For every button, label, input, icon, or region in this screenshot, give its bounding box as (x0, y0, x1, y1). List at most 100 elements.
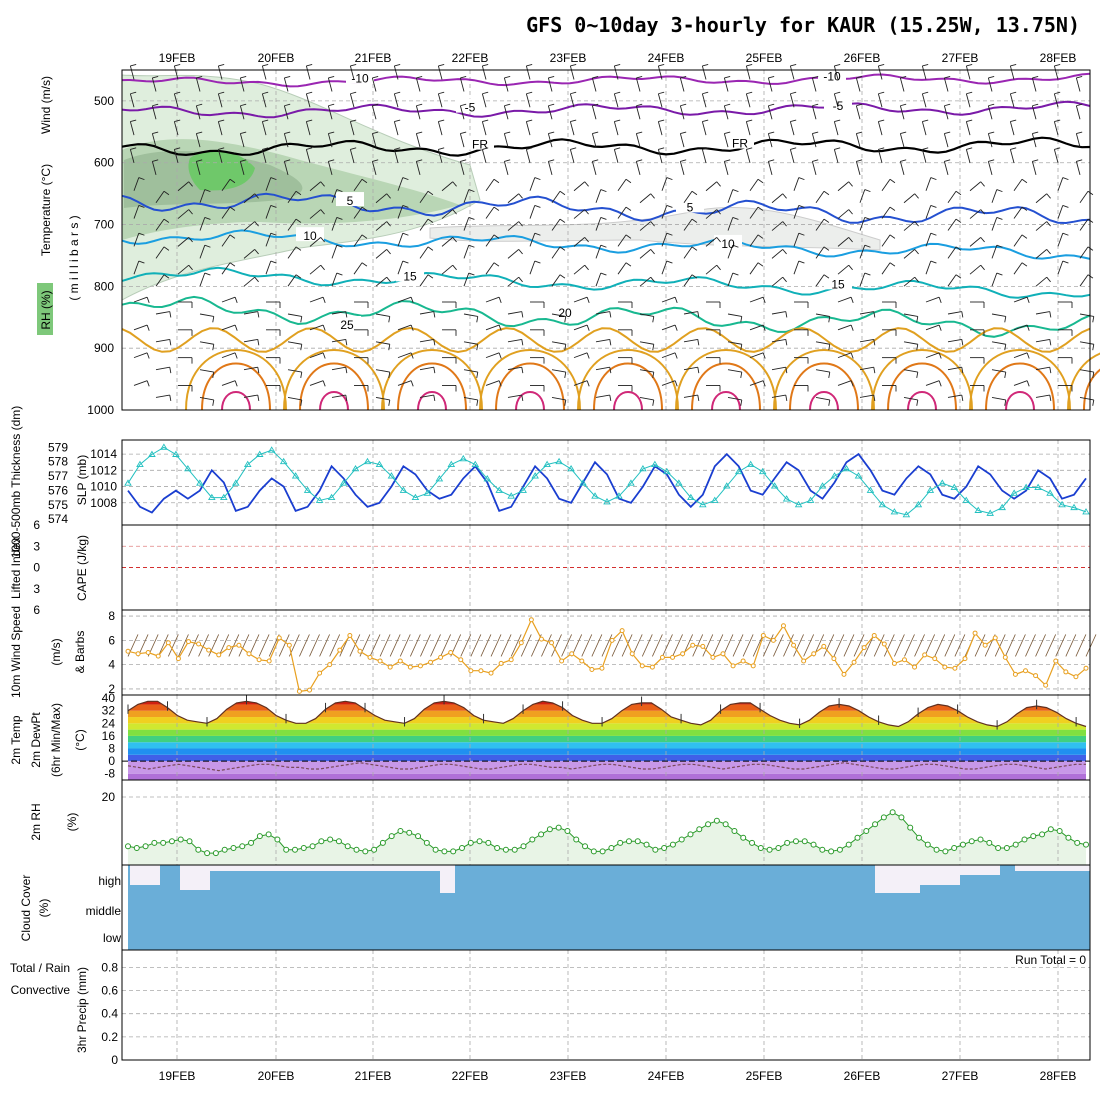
wind10-barb (299, 634, 310, 657)
wind-barb (309, 324, 324, 331)
wind10-barb (278, 634, 290, 657)
wind10-point (871, 633, 877, 638)
ylabel-precip-total: Total / Rain (10, 961, 70, 975)
wind10-point (266, 658, 272, 664)
wind10-barb (510, 634, 522, 657)
x-tick-bottom-label: 23FEB (550, 1069, 587, 1083)
li-tick-label: 3 (33, 539, 40, 553)
wind10-barb (581, 634, 593, 657)
cloud-gap (210, 865, 440, 871)
wind-barb (221, 352, 236, 359)
rh-point (151, 839, 158, 846)
wind-barb (595, 245, 602, 259)
wind-barb (371, 161, 377, 176)
x-tick-bottom-label: 22FEB (452, 1069, 489, 1083)
wind-barb (859, 217, 866, 231)
rh-point (1012, 841, 1019, 848)
wind-barb (133, 324, 148, 331)
isotherm-label: FR (472, 138, 488, 152)
wind-barb-feather (834, 63, 841, 67)
wind-barb (749, 262, 759, 275)
rh-point (1083, 841, 1089, 848)
isotherm-label: FR (732, 137, 748, 151)
wind10-barb (672, 634, 683, 657)
wind-barb-feather (518, 249, 523, 255)
wind10-point (417, 663, 423, 669)
wind-barb-feather (944, 75, 951, 79)
wind-barb-feather (212, 344, 215, 351)
wind-barb (815, 397, 830, 401)
wind-barb (899, 161, 905, 176)
wind-barb-feather (234, 297, 238, 304)
wind-barb (415, 77, 421, 92)
wind-barb-feather (416, 75, 423, 79)
wind-barb-feather (306, 119, 313, 123)
isotherm-label: 25 (340, 318, 354, 332)
x-tick-bottom-label: 26FEB (844, 1069, 881, 1083)
wind-barb (551, 369, 566, 373)
thickness-tick-label: 574 (48, 512, 68, 526)
wind-barb (507, 311, 522, 315)
temp-tick-label: -8 (104, 767, 115, 781)
thickness-point (435, 475, 444, 482)
precip-tick-label: 0.4 (101, 1007, 118, 1021)
wind-barb-feather (427, 246, 434, 251)
wind-barb (925, 177, 932, 191)
thickness-point (184, 464, 192, 472)
wind-barb (459, 133, 465, 148)
wind10-point (659, 654, 665, 660)
wind10-point (861, 645, 867, 651)
wind-barb-feather (388, 371, 391, 379)
wind-barb-feather (790, 91, 797, 95)
wind-barb (397, 352, 412, 359)
wind-barb-feather (980, 237, 985, 243)
rh-point (977, 836, 984, 843)
temp-band (128, 761, 1086, 774)
wind10-barb (833, 634, 845, 657)
wind-barb-feather (658, 119, 665, 123)
wind-barb-feather (930, 204, 937, 208)
wind-barb (199, 245, 206, 259)
wind-barb (639, 221, 652, 231)
wind-barb-feather (614, 63, 621, 67)
wind-barb-feather (614, 91, 621, 95)
wind-barb-feather (493, 262, 500, 267)
wind10-barb (702, 634, 714, 657)
wind-barb-feather (482, 119, 489, 123)
wind-barb-feather (534, 177, 541, 181)
cloud-gap (920, 865, 960, 885)
wind-barb (987, 77, 993, 92)
wind-barb (925, 324, 940, 331)
thickness-tick-label: 578 (48, 455, 68, 469)
thickness-point (806, 496, 815, 503)
rh-point (995, 845, 1002, 851)
wind-barb-feather (900, 103, 907, 107)
rh-point (634, 838, 641, 845)
pressure-tick-label: 900 (94, 341, 114, 355)
wind10-barb (420, 634, 431, 657)
wind-barb (221, 324, 236, 331)
panel-frame-snd (121, 69, 1091, 411)
wind10-point (1022, 668, 1028, 674)
rh-point (529, 836, 536, 843)
wind-barb (899, 105, 905, 120)
wind-barb (287, 313, 302, 317)
wind10-point (357, 648, 363, 654)
warm-isotherm-loop (283, 349, 385, 411)
wind-barb (789, 121, 795, 136)
rh-point (863, 828, 870, 834)
rh-point (801, 838, 808, 845)
wind-barb (789, 65, 795, 80)
thickness-point (315, 496, 324, 503)
wind-barb (569, 93, 575, 108)
panel-frame-pr (121, 949, 1091, 1061)
wind10-barb (460, 634, 472, 657)
x-tick-top-label: 23FEB (550, 51, 587, 65)
wind-barb-feather (724, 159, 731, 162)
wind-barb-feather (996, 244, 1003, 248)
wind-barb-feather (746, 91, 753, 95)
wind10-barb (843, 634, 855, 657)
thickness-point (243, 460, 252, 467)
wind-barb-feather (1026, 352, 1030, 359)
wind-barb (441, 181, 454, 192)
